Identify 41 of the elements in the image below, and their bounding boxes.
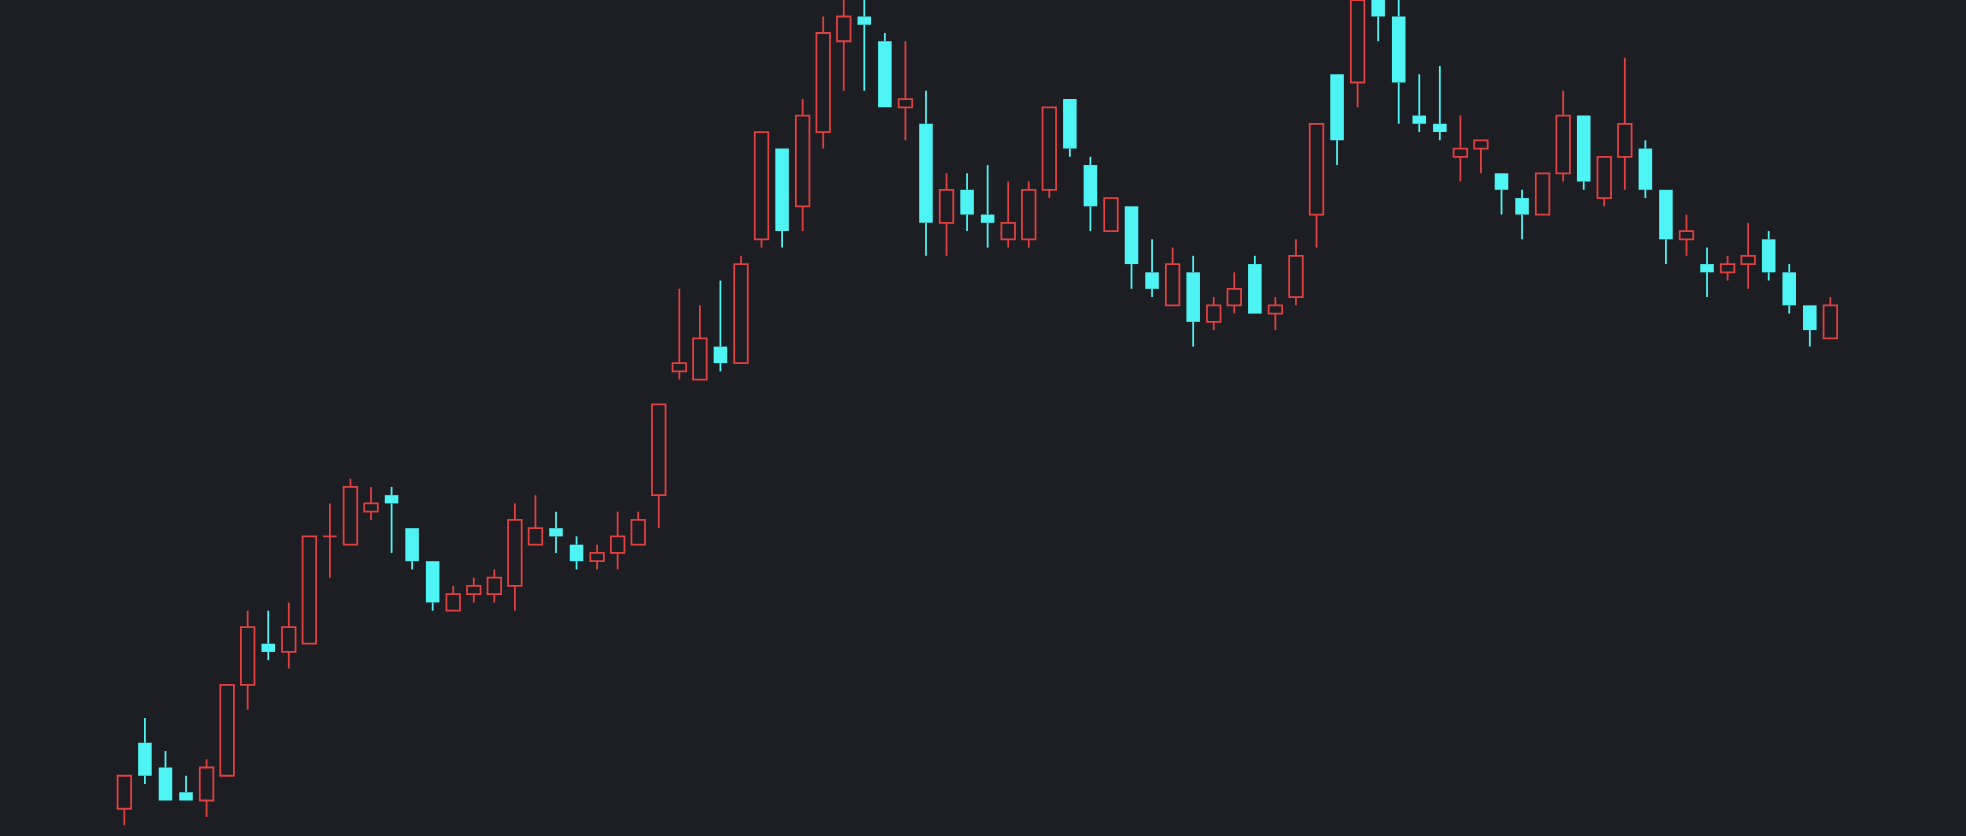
candlestick <box>1021 180 1037 249</box>
candlestick <box>1186 254 1200 348</box>
candlestick <box>1267 296 1284 331</box>
candlestick <box>1700 246 1714 298</box>
candlestick <box>1452 114 1469 183</box>
candlestick <box>281 601 297 670</box>
candlestick <box>486 568 503 604</box>
candlestick <box>1555 89 1571 183</box>
candlestick <box>1412 73 1427 133</box>
candlestick <box>1000 180 1016 249</box>
candlestick <box>1782 263 1797 315</box>
candlestick <box>322 502 338 579</box>
candlestick <box>1515 188 1529 241</box>
candlestick <box>1761 230 1776 282</box>
candlestick <box>589 543 605 571</box>
candlestick <box>1206 296 1222 331</box>
candlestick <box>138 717 152 785</box>
candlestick <box>549 510 563 554</box>
candlestick <box>671 287 687 381</box>
candlestick <box>1391 0 1406 125</box>
candlestick <box>1638 139 1653 199</box>
candlestick <box>466 576 482 604</box>
candlestick <box>857 0 872 92</box>
candlestick <box>794 98 811 232</box>
candlestick <box>609 510 626 571</box>
candlestick <box>836 0 852 92</box>
candlestick <box>1145 238 1159 298</box>
candlestick <box>261 609 276 662</box>
candlestick <box>980 164 995 249</box>
candlestick <box>960 172 974 232</box>
candlestick <box>1740 221 1756 290</box>
candlestick <box>919 89 933 257</box>
candlestick <box>897 40 914 142</box>
candlestick <box>1617 56 1633 191</box>
candlestick <box>240 609 256 711</box>
candlestick <box>815 15 831 150</box>
candlestick <box>1288 238 1304 307</box>
candlestick <box>363 486 379 521</box>
candlestick <box>507 502 523 612</box>
candlestick <box>1226 271 1242 315</box>
candlestick <box>1433 65 1447 142</box>
